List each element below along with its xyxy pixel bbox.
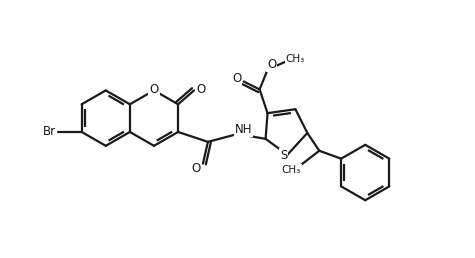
Text: O: O (191, 162, 200, 175)
Text: Br: Br (43, 125, 57, 139)
Text: O: O (149, 83, 159, 96)
Text: CH₃: CH₃ (286, 54, 305, 64)
Text: O: O (267, 58, 276, 71)
Text: NH: NH (235, 124, 252, 136)
Text: CH₃: CH₃ (282, 165, 301, 175)
Text: S: S (280, 149, 287, 162)
Text: O: O (232, 72, 241, 85)
Text: O: O (196, 83, 206, 96)
